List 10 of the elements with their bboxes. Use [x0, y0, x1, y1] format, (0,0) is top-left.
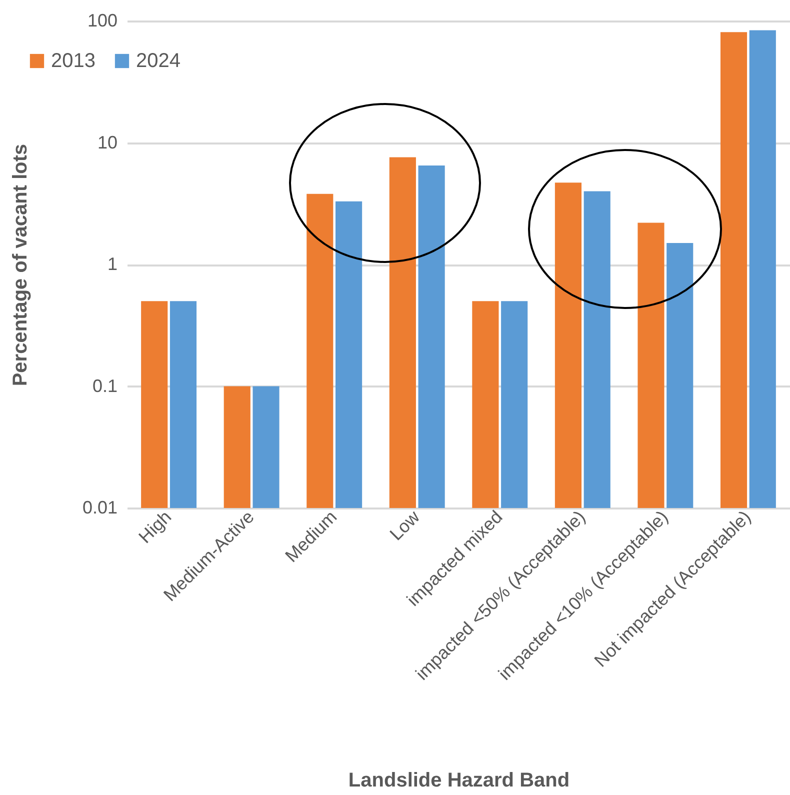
y-tick-label: 0.1	[92, 376, 118, 396]
y-tick-label: 10	[97, 132, 118, 152]
legend-label: 2024	[136, 50, 180, 72]
y-axis-title: Percentage of vacant lots	[10, 144, 32, 386]
y-tick-label: 0.01	[82, 498, 118, 518]
y-tick-label: 1	[107, 254, 118, 274]
x-axis-title: Landslide Hazard Band	[348, 770, 570, 792]
legend-label: 2013	[51, 50, 96, 72]
y-tick-label: 100	[87, 10, 118, 30]
x-tick-label: Low	[386, 506, 424, 544]
